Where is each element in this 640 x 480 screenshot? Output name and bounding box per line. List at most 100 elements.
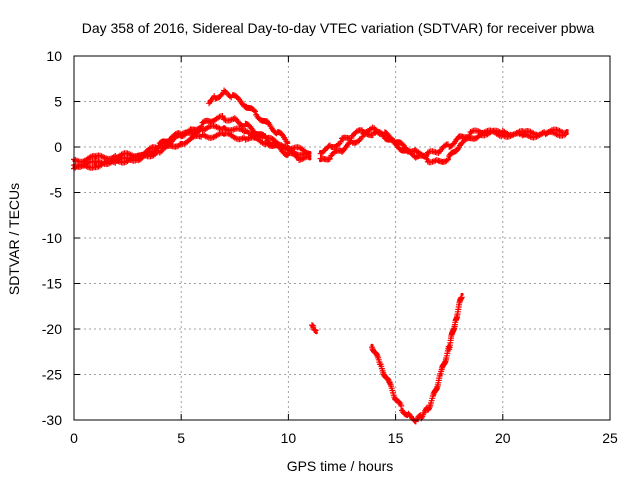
- data-point: [370, 343, 374, 347]
- data-point: [233, 118, 237, 122]
- data-point: [115, 154, 119, 158]
- y-tick-label: -15: [42, 276, 62, 292]
- data-point: [415, 150, 419, 155]
- y-tick-label: -20: [42, 321, 62, 337]
- data-point: [213, 95, 218, 99]
- series-track: [369, 294, 465, 425]
- data-point: [565, 129, 569, 133]
- data-point: [415, 154, 419, 158]
- data-point: [329, 145, 333, 149]
- x-tick-label: 25: [602, 430, 618, 446]
- data-point: [439, 372, 443, 377]
- data-point: [361, 134, 366, 138]
- data-point: [286, 145, 290, 149]
- data-point: [158, 145, 162, 149]
- data-point: [469, 131, 473, 135]
- data-point: [394, 139, 398, 144]
- x-tick-label: 10: [281, 430, 297, 446]
- data-point: [436, 159, 441, 164]
- data-point: [372, 127, 376, 131]
- x-tick-label: 15: [388, 430, 404, 446]
- data-point: [426, 152, 430, 156]
- series-arc-6: [317, 124, 569, 160]
- data-point: [565, 131, 569, 135]
- series-track: [206, 87, 291, 147]
- data-series: [71, 87, 569, 425]
- data-point: [314, 331, 318, 335]
- data-point: [243, 130, 248, 135]
- data-point: [308, 157, 312, 161]
- data-point: [447, 143, 451, 147]
- data-point: [447, 156, 451, 160]
- data-point: [265, 121, 269, 125]
- series-arc-7: [309, 322, 319, 335]
- data-point: [179, 134, 183, 138]
- data-point: [329, 154, 333, 158]
- data-point: [501, 132, 505, 136]
- data-point: [404, 147, 408, 151]
- data-point: [222, 116, 226, 120]
- data-point: [222, 125, 226, 129]
- data-point: [265, 140, 269, 145]
- y-tick-label: -30: [42, 412, 62, 428]
- series-arc-8: [369, 292, 465, 425]
- data-point: [201, 122, 205, 126]
- data-point: [243, 136, 248, 140]
- x-tick-label: 5: [177, 430, 185, 446]
- data-point: [544, 132, 548, 136]
- data-point: [378, 363, 383, 367]
- y-tick-label: 5: [54, 94, 62, 110]
- data-point: [286, 140, 290, 145]
- data-point: [522, 134, 526, 138]
- data-point: [340, 139, 344, 143]
- y-tick-label: -10: [42, 230, 62, 246]
- data-point: [387, 382, 391, 386]
- data-point: [361, 129, 366, 133]
- data-point: [231, 94, 235, 98]
- data-point: [383, 132, 387, 136]
- data-point: [93, 163, 98, 167]
- series-arc-4: [206, 87, 291, 147]
- data-point: [207, 99, 211, 104]
- data-point: [265, 137, 269, 141]
- y-tick-label: -5: [50, 185, 63, 201]
- data-point: [308, 150, 312, 155]
- data-point: [136, 152, 140, 156]
- data-point: [406, 413, 411, 418]
- data-point: [179, 140, 183, 145]
- y-tick-label: 0: [54, 139, 62, 155]
- data-point: [318, 149, 323, 154]
- grid-lines: [74, 56, 610, 420]
- data-point: [458, 142, 462, 146]
- data-point: [460, 292, 464, 297]
- data-point: [432, 392, 436, 397]
- data-point: [276, 130, 280, 135]
- data-point: [419, 414, 423, 418]
- data-point: [318, 159, 323, 163]
- data-point: [454, 318, 458, 322]
- data-point: [222, 90, 226, 94]
- data-point: [312, 327, 316, 331]
- data-point: [308, 154, 312, 158]
- data-point: [458, 136, 462, 140]
- data-point: [436, 149, 441, 154]
- data-point: [93, 156, 98, 160]
- data-point: [211, 118, 215, 122]
- data-point: [394, 396, 398, 400]
- data-point: [340, 148, 344, 152]
- x-tick-label: 0: [70, 430, 78, 446]
- data-point: [201, 134, 205, 138]
- data-point: [254, 112, 258, 116]
- data-point: [243, 123, 248, 127]
- data-point: [286, 152, 290, 156]
- data-point: [400, 407, 404, 411]
- chart-title: Day 358 of 2016, Sidereal Day-to-day VTE…: [82, 20, 595, 36]
- data-point: [158, 149, 162, 154]
- axis-ticks: 0 5 10 15 20 25 10 5 0 -5 -10 -15 -20 -25 -30: [42, 48, 618, 446]
- series-track: [317, 124, 569, 160]
- data-point: [479, 129, 483, 134]
- data-point: [201, 127, 205, 131]
- data-point: [222, 133, 226, 137]
- y-tick-label: 10: [46, 48, 62, 64]
